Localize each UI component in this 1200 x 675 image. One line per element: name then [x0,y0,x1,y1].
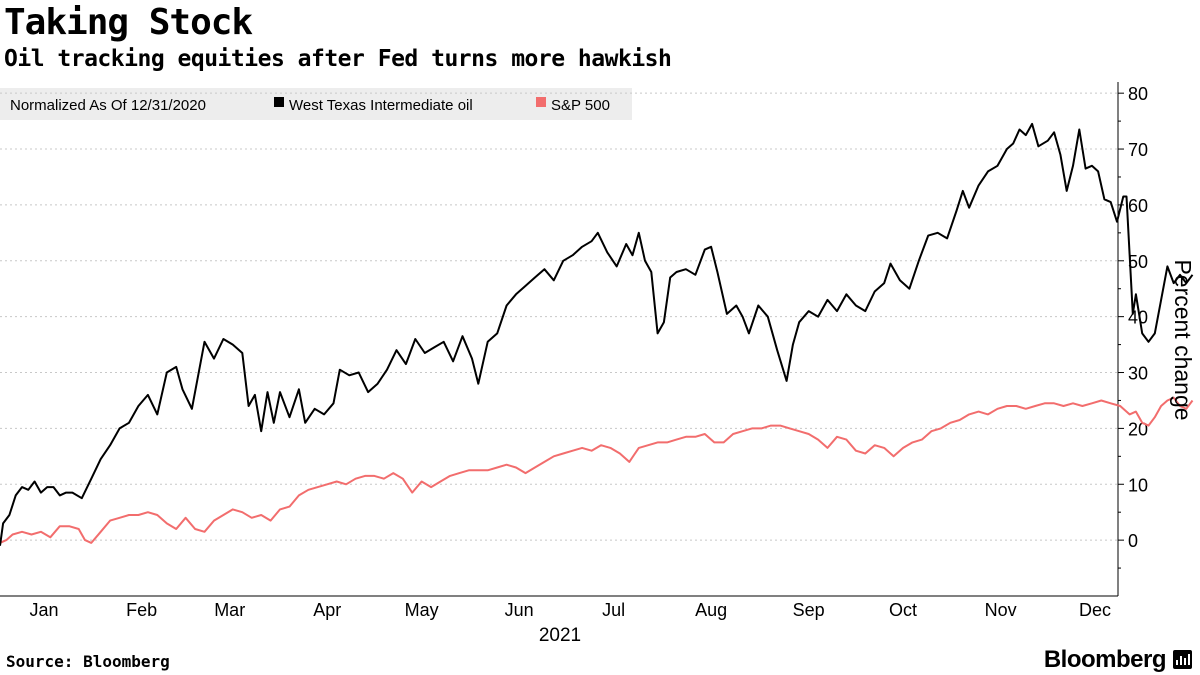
x-tick-label: Sep [793,600,825,620]
x-axis: Jan Feb Mar Apr May Jun Jul Aug Sep Oct Nov Dec [0,595,1118,620]
y-axis-label: Percent change [1170,259,1196,420]
y-tick-label: 50 [1128,252,1148,272]
chart-title: Taking Stock [4,2,253,43]
y-tick-label: 0 [1128,531,1138,551]
x-tick-label: Dec [1079,600,1111,620]
legend-swatch [274,97,284,107]
y-tick-label: 60 [1128,196,1148,216]
series-line-s-p-500 [0,396,1194,544]
x-tick-label: Jan [30,600,59,620]
chart-subtitle: Oil tracking equities after Fed turns mo… [4,46,672,72]
x-axis-label: 2021 [539,625,581,646]
plot-area [0,122,1194,546]
legend: West Texas Intermediate oil S&P 500 [274,97,610,114]
source-note: Source: Bloomberg [6,652,170,671]
legend-title: Normalized As Of 12/31/2020 [10,97,206,114]
y-tick-label: 80 [1128,84,1148,104]
x-tick-label: Jun [505,600,534,620]
series-line-west-texas-intermediate-oil [0,122,1194,546]
y-tick-label: 20 [1128,419,1148,439]
x-tick-label: Feb [126,600,157,620]
x-tick-label: Nov [985,600,1017,620]
x-tick-label: Jul [602,600,625,620]
legend-swatch [536,97,546,107]
y-tick-label: 30 [1128,364,1148,384]
x-tick-label: Aug [695,600,727,620]
grid [0,92,1118,541]
x-tick-label: Apr [313,600,341,620]
legend-label: West Texas Intermediate oil [289,97,473,114]
legend-label: S&P 500 [551,97,610,114]
x-tick-label: Mar [214,600,245,620]
x-tick-label: Oct [889,600,917,620]
y-tick-label: 10 [1128,475,1148,495]
y-tick-label: 70 [1128,140,1148,160]
brand-logo: Bloomberg [1043,646,1167,673]
bars-icon [1173,650,1192,669]
x-tick-label: May [405,600,439,620]
